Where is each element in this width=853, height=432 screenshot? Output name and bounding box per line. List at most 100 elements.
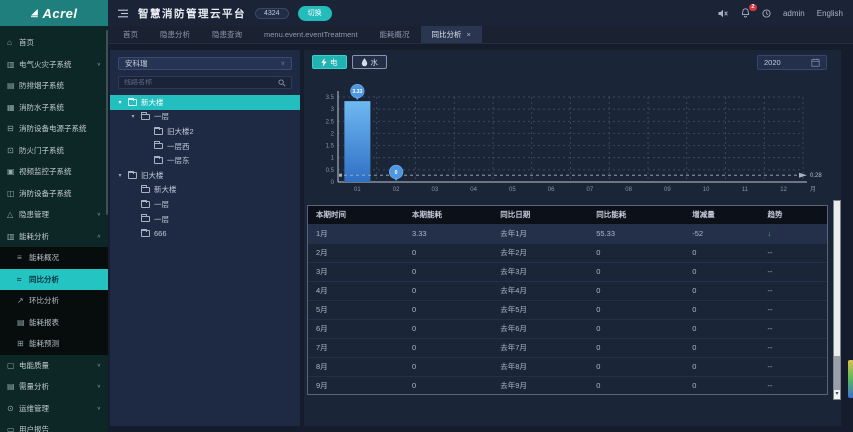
- report-icon: ▤: [17, 317, 25, 327]
- chevron-down-icon: ∨: [280, 61, 285, 67]
- table-scrollbar[interactable]: ▾: [833, 200, 841, 400]
- tree-node[interactable]: 旧大楼2: [110, 124, 300, 139]
- tree-node[interactable]: ▾ 新大楼: [110, 95, 300, 110]
- tree-node[interactable]: 一层: [110, 197, 300, 212]
- tab[interactable]: 能耗概况: [369, 26, 421, 43]
- tab[interactable]: 首页: [112, 26, 149, 43]
- language-switch[interactable]: English: [816, 8, 843, 18]
- lightning-icon: [321, 57, 327, 67]
- sidebar-scrollbar[interactable]: [106, 30, 108, 215]
- tree-node-label: 666: [154, 229, 167, 239]
- sidebar-menu: ⌂ 首页 ▥ 电气火灾子系统 ∨ ▤ 防排烟子系统 ▦ 消防水子系统 ⊟ 消防设备电源子系统 ⊡ 防火门…: [0, 26, 108, 432]
- scrollbar-down-arrow-icon[interactable]: ▾: [834, 390, 840, 399]
- sidebar-item[interactable]: ▢ 电能质量 ∨: [0, 355, 108, 377]
- top-header: 智慧消防管理云平台 4324 切换 2 admin English: [108, 0, 853, 26]
- sidebar-item[interactable]: ▥ 电气火灾子系统 ∨: [0, 54, 108, 76]
- sidebar-subitem[interactable]: ▤ 能耗报表: [0, 312, 108, 334]
- smoke-icon: ▤: [7, 81, 15, 91]
- folder-icon: [154, 156, 163, 164]
- scrollbar-thumb[interactable]: [834, 201, 840, 356]
- tab[interactable]: 隐患查询: [201, 26, 253, 43]
- sidebar-subitem-label: 能耗预测: [29, 339, 59, 349]
- table-cell: 0: [588, 299, 685, 319]
- sidebar-subitem[interactable]: ↗ 环比分析: [0, 290, 108, 312]
- sidebar-item-label: 运维管理: [19, 403, 49, 413]
- sidebar-item[interactable]: ⊙ 运维管理 ∨: [0, 398, 108, 420]
- table-cell: 去年5月: [492, 299, 589, 319]
- sidebar-item[interactable]: ▥ 能耗分析 ∧: [0, 226, 108, 248]
- tab[interactable]: 隐患分析: [149, 26, 201, 43]
- sidebar-submenu: ≡ 能耗概况 ≈ 同比分析 ↗ 环比分析 ▤ 能耗报表 ⊞ 能耗预测: [0, 247, 108, 355]
- sidebar-item[interactable]: ▣ 视频监控子系统: [0, 161, 108, 183]
- table-cell: 0: [684, 337, 760, 357]
- notification-bell-icon[interactable]: 2: [741, 4, 757, 18]
- clock-icon[interactable]: [762, 8, 771, 18]
- table-cell: 1月: [308, 223, 404, 243]
- tree-node[interactable]: 新大楼: [110, 183, 300, 198]
- tree-node[interactable]: 一层西: [110, 139, 300, 154]
- tree-caret-icon[interactable]: ▾: [118, 99, 122, 106]
- home-icon: ⌂: [7, 38, 12, 48]
- tree-node[interactable]: 666: [110, 226, 300, 241]
- year-picker[interactable]: 2020: [757, 55, 827, 70]
- sidebar-item[interactable]: ▤ 需量分析 ∨: [0, 376, 108, 398]
- tree-node[interactable]: 一层: [110, 212, 300, 227]
- tree-node[interactable]: 一层东: [110, 153, 300, 168]
- table-row: 5月 0 去年5月 0 0 --: [308, 299, 827, 319]
- tree-node[interactable]: ▾ 旧大楼: [110, 168, 300, 183]
- sidebar-item-label: 消防设备子系统: [19, 188, 72, 198]
- sidebar-item[interactable]: ▦ 消防水子系统: [0, 97, 108, 119]
- sidebar-item[interactable]: ▤ 防排烟子系统: [0, 75, 108, 97]
- sidebar-item[interactable]: △ 隐患管理 ∨: [0, 204, 108, 226]
- table-cell: 0: [684, 280, 760, 300]
- svg-text:1: 1: [331, 156, 335, 162]
- demand-icon: ▤: [7, 382, 15, 392]
- chevron-down-icon: ∨: [96, 363, 101, 369]
- sidebar-item[interactable]: ▭ 用户报告: [0, 419, 108, 432]
- tree-node-label: 一层: [154, 199, 169, 209]
- table-cell: 去年2月: [492, 242, 589, 262]
- menu-collapse-icon[interactable]: [118, 9, 129, 18]
- energy-type-button-active[interactable]: 电: [312, 55, 347, 69]
- water-drop-icon: [361, 57, 368, 67]
- svg-text:1.5: 1.5: [326, 144, 335, 150]
- yoy-table-container: 本期时间 本期能耗 同比日期 同比能耗 增减量 趋势 1月 3.33 去年1月 55.33 -52…: [307, 205, 828, 395]
- search-icon[interactable]: [278, 78, 286, 87]
- sidebar-item-label: 首页: [19, 38, 34, 48]
- energy-type-toolbar: 电水: [312, 55, 387, 69]
- tab-label: 首页: [123, 30, 138, 39]
- switch-button[interactable]: 切换: [297, 5, 332, 21]
- tree-caret-icon[interactable]: ▾: [118, 172, 122, 179]
- sidebar-subitem[interactable]: ≈ 同比分析: [0, 268, 108, 290]
- svg-text:12: 12: [780, 187, 787, 193]
- notification-count-badge: 2: [748, 4, 757, 11]
- acrel-logo: Acrel: [0, 0, 108, 26]
- sidebar-subitem[interactable]: ⊞ 能耗预测: [0, 333, 108, 355]
- tab[interactable]: menu.event.eventTreatment: [253, 26, 369, 43]
- user-menu[interactable]: admin: [782, 8, 805, 18]
- equipment-power-icon: ⊟: [7, 124, 14, 134]
- tab[interactable]: 同比分析 ×: [420, 26, 482, 43]
- sidebar-item[interactable]: ◫ 消防设备子系统: [0, 183, 108, 205]
- tree-node[interactable]: ▾ 一层: [110, 110, 300, 125]
- tab-close-icon[interactable]: ×: [466, 30, 471, 39]
- sidebar-item[interactable]: ⊡ 防火门子系统: [0, 140, 108, 162]
- sidebar-item-label: 能耗分析: [19, 231, 49, 241]
- line-search-box: [118, 76, 292, 89]
- sidebar-item-label: 需量分析: [19, 382, 49, 392]
- table-column-header: 趋势: [759, 206, 827, 224]
- sidebar-item-label: 用户报告: [19, 425, 49, 432]
- sidebar-item[interactable]: ⊟ 消防设备电源子系统: [0, 118, 108, 140]
- project-dropdown[interactable]: 安科瑞 ∨: [118, 57, 292, 70]
- sidebar-item[interactable]: ⌂ 首页: [0, 32, 108, 54]
- energy-type-button-inactive[interactable]: 水: [351, 55, 387, 69]
- line-search-input[interactable]: [124, 79, 278, 86]
- tree-caret-icon[interactable]: ▾: [131, 114, 135, 121]
- sidebar-item-label: 隐患管理: [19, 210, 49, 220]
- speaker-muted-icon[interactable]: [718, 9, 729, 18]
- tree-node-label: 一层: [154, 214, 169, 224]
- chevron-down-icon: ∨: [96, 384, 101, 390]
- analysis-panel: 电水 2020 0 0.5 1 1.5 2 2.5 3 3.5 01 02 03 04 05 06 07 08…: [304, 50, 841, 426]
- sidebar-subitem[interactable]: ≡ 能耗概况: [0, 247, 108, 269]
